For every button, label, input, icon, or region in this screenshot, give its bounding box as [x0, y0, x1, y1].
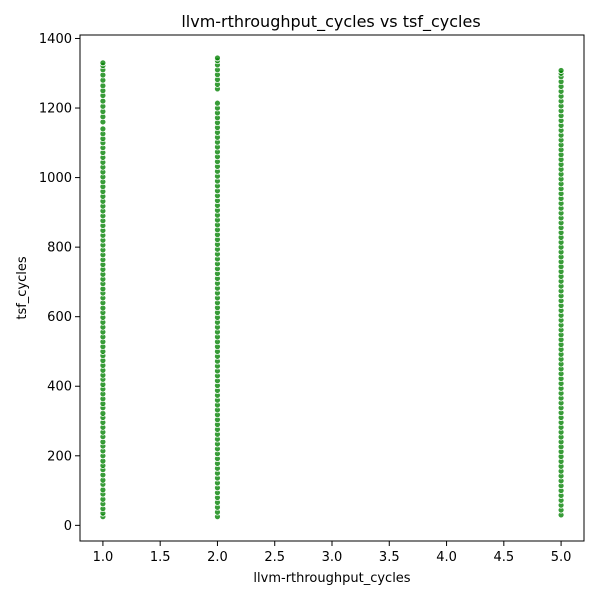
y-tick-label: 800 [47, 241, 72, 256]
y-tick-label: 1200 [39, 102, 72, 117]
x-ticks: 1.0 1.5 2.0 2.5 3.0 3.5 4.0 4.5 5.0 [93, 541, 572, 565]
x-tick-label: 2.5 [264, 550, 285, 565]
x-tick-label: 1.5 [150, 550, 171, 565]
scatter-point [557, 67, 565, 74]
scatter-point [99, 486, 107, 494]
x-axis-label: llvm-rthroughput_cycles [253, 571, 410, 586]
scatter-point [214, 54, 221, 62]
x-tick-label: 3.0 [322, 550, 343, 565]
x-tick-label: 4.0 [436, 550, 457, 565]
y-tick-label: 200 [47, 449, 72, 464]
y-ticks: 0 200 400 600 800 1000 1200 1400 [39, 32, 80, 534]
y-tick-label: 1400 [39, 32, 72, 47]
y-tick-label: 0 [64, 519, 72, 534]
plot-frame [79, 34, 585, 542]
scatter-point [99, 59, 107, 67]
y-tick-label: 600 [47, 310, 72, 325]
y-axis-label: tsf_cycles [15, 256, 30, 320]
y-tick-label: 400 [47, 380, 72, 395]
x-tick-label: 1.0 [93, 550, 114, 565]
x-tick-label: 5.0 [551, 550, 572, 565]
scatter-point [99, 125, 107, 133]
scatter-point [99, 82, 107, 90]
points-layer [99, 54, 565, 521]
chart-title: llvm-rthroughput_cycles vs tsf_cycles [181, 12, 480, 32]
y-tick-label: 1000 [39, 171, 72, 186]
x-tick-label: 2.0 [207, 550, 228, 565]
scatter-point [99, 409, 107, 417]
x-tick-label: 4.5 [493, 550, 514, 565]
scatter-point [99, 97, 107, 105]
x-tick-label: 3.5 [379, 550, 400, 565]
scatter-point [214, 99, 221, 107]
